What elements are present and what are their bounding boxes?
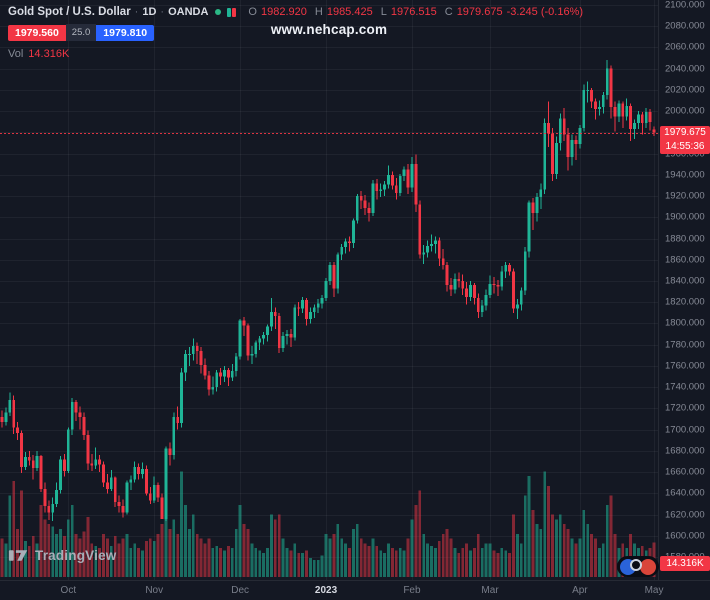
volume-axis-badge: 14.316K (660, 556, 710, 571)
volume-row: Vol 14.316K (8, 48, 583, 60)
price-tick-label: 1660.000 (665, 466, 705, 478)
tradingview-logo-text: TradingView (35, 548, 117, 563)
buy-button[interactable]: 1979.810 (96, 24, 155, 41)
exchange-label: OANDA (168, 6, 209, 18)
time-tick-label: Apr (572, 585, 588, 596)
price-tick-label: 1780.000 (665, 339, 705, 351)
chart-pane[interactable]: www.nehcap.com Gold Spot / U.S. Dollar ·… (0, 0, 658, 580)
spread-value: 25.0 (65, 24, 97, 41)
price-tick-label: 1700.000 (665, 424, 705, 436)
sell-button[interactable]: 1979.560 (8, 24, 66, 41)
price-tick-label: 1920.000 (665, 190, 705, 202)
last-price-badge: 1979.675 14:55:36 (660, 125, 710, 154)
market-open-dot-icon (215, 9, 222, 15)
volume-value: 14.316K (28, 48, 70, 60)
tradingview-logo[interactable]: TradingView (8, 545, 116, 566)
volume-label: Vol (8, 48, 24, 60)
chart-legend: Gold Spot / U.S. Dollar · 1D · OANDA O 1… (8, 6, 583, 60)
price-tick-label: 2000.000 (665, 105, 705, 117)
separator: · (134, 6, 139, 18)
broker-logo-center-ring-icon (630, 558, 642, 571)
price-tick-label: 2040.000 (665, 63, 705, 75)
open-label: O (248, 6, 257, 18)
price-tick-label: 1720.000 (665, 402, 705, 414)
high-value: 1985.425 (326, 6, 373, 18)
time-tick-label: Mar (481, 585, 499, 596)
time-tick-label: Oct (60, 585, 77, 596)
price-tick-label: 1860.000 (665, 254, 705, 266)
bar-countdown: 14:55:36 (665, 140, 705, 152)
price-tick-label: 1840.000 (665, 275, 705, 287)
symbol-title[interactable]: Gold Spot / U.S. Dollar (8, 6, 131, 18)
time-tick-label: Dec (231, 585, 250, 596)
price-chart-canvas[interactable] (0, 0, 658, 580)
change-value: -3.245 (-0.16%) (506, 6, 584, 18)
price-tick-label: 1680.000 (665, 445, 705, 457)
broker-logo-red-circle-icon (640, 558, 656, 575)
close-label: C (444, 6, 453, 18)
last-price-value: 1979.675 (664, 126, 706, 138)
price-tick-label: 1820.000 (665, 296, 705, 308)
time-tick-label: Feb (403, 585, 421, 596)
open-value: 1982.920 (260, 6, 307, 18)
price-tick-label: 1940.000 (665, 169, 705, 181)
price-tick-label: 1880.000 (665, 233, 705, 245)
low-value: 1976.515 (390, 6, 437, 18)
price-tick-label: 2080.000 (665, 20, 705, 32)
close-value: 1979.675 (456, 6, 503, 18)
price-tick-label: 2100.000 (665, 0, 705, 11)
price-tick-label: 1740.000 (665, 381, 705, 393)
price-axis[interactable]: 2100.000 2080.000 2060.000 2040.000 2020.000… (658, 0, 710, 580)
broker-logo (617, 556, 659, 577)
interval-label[interactable]: 1D (142, 6, 157, 18)
separator: · (160, 6, 165, 18)
high-label: H (314, 6, 323, 18)
time-tick-label: Nov (145, 585, 164, 596)
price-tick-label: 1640.000 (665, 487, 705, 499)
price-tick-label: 2060.000 (665, 41, 705, 53)
price-tick-label: 1900.000 (665, 211, 705, 223)
price-tick-label: 1600.000 (665, 530, 705, 542)
price-tick-label: 1800.000 (665, 317, 705, 329)
tradingview-logo-icon (8, 550, 28, 561)
symbol-row: Gold Spot / U.S. Dollar · 1D · OANDA O 1… (8, 6, 583, 18)
candle-style-icon (227, 7, 237, 17)
site-watermark: www.nehcap.com (270, 22, 388, 37)
bid-ask-panel: 1979.560 25.0 1979.810 (8, 24, 583, 41)
low-label: L (380, 6, 387, 18)
time-tick-label: May (644, 585, 664, 596)
price-tick-label: 1620.000 (665, 509, 705, 521)
time-axis[interactable]: Oct Nov Dec 2023 Feb Mar Apr May (0, 580, 710, 600)
price-tick-label: 2020.000 (665, 84, 705, 96)
price-tick-label: 1760.000 (665, 360, 705, 372)
time-tick-label: 2023 (314, 585, 338, 596)
